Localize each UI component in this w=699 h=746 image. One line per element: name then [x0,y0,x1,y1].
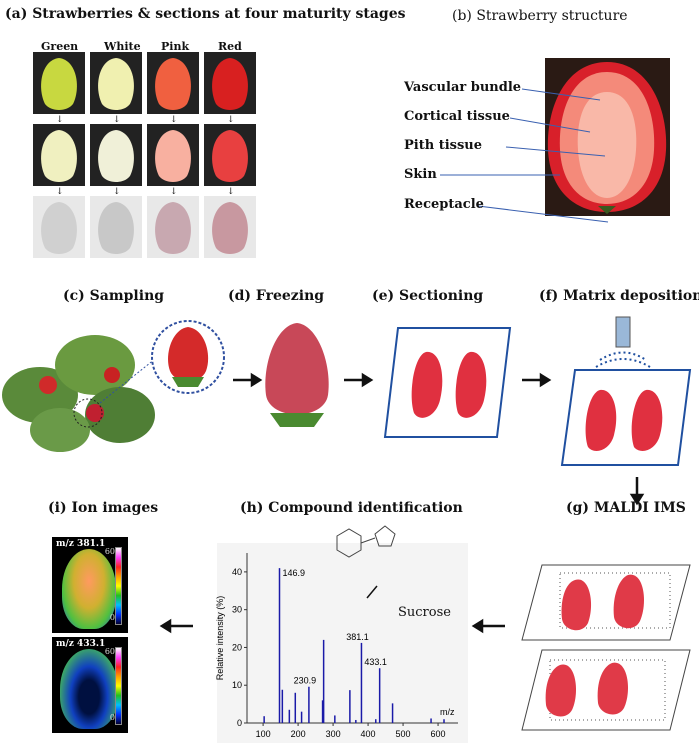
peak-label: 381.1 [346,632,369,642]
strawberry-plant-image [2,320,225,452]
panel-e-title: (e) Sectioning [372,288,484,304]
colorbar-max: 60 [104,647,115,656]
slide-sections-image [383,327,512,438]
stage-red: Red [218,40,242,53]
panel-f-title: (f) Matrix deposition [539,288,699,304]
label-vascular-bundle: Vascular bundle [404,80,522,95]
panel-b-title: (b) Strawberry structure [452,8,628,24]
panel-d-title: (d) Freezing [228,288,325,304]
x-tick-label: 500 [396,729,411,739]
panel-h-title: (h) Compound identification [240,500,463,516]
x-tick-label: 300 [326,729,341,739]
stage-green: Green [41,40,79,53]
y-tick-label: 20 [232,642,242,652]
sucrose-structure [336,525,396,558]
colorbar [115,647,122,725]
ion-image-433: m/z 433.1 60 0 [52,637,128,733]
svg-text:↓: ↓ [56,187,64,197]
mass-spectrum-chart: 100 200 300 400 500 600 0 10 20 30 40 Relative inte… [215,525,468,743]
arrow-icon [366,585,378,599]
x-tick-label: 100 [256,729,271,739]
arrows-left [159,618,505,634]
colorbar [115,547,122,625]
x-tick-label: 200 [291,729,306,739]
panel-c-title: (c) Sampling [63,288,165,304]
ion-label: m/z 381.1 [56,539,106,549]
strawberry-structure-image [440,58,670,223]
svg-text:↓: ↓ [56,115,64,125]
x-axis-label: m/z [440,707,455,717]
maldi-slides-image [521,564,691,731]
svg-text:↓: ↓ [113,187,121,197]
sprayer-icon [615,316,631,348]
ion-label: m/z 433.1 [56,639,106,649]
label-receptacle: Receptacle [404,197,484,212]
compound-name: Sucrose [398,605,451,620]
panel-i-title: (i) Ion images [48,500,159,516]
label-skin: Skin [404,167,437,182]
stage-white: White [104,40,141,53]
colorbar-min: 0 [109,613,115,622]
colorbar-max: 60 [104,547,115,556]
panel-a-title: (a) Strawberries & sections at four matu… [5,6,406,22]
peak-label: 146.9 [283,568,306,578]
label-cortical-tissue: Cortical tissue [404,109,510,124]
colorbar-min: 0 [109,713,115,722]
panel-g-title: (g) MALDI IMS [566,500,686,516]
svg-text:↓: ↓ [227,187,235,197]
workflow-illustrations [2,316,692,506]
ion-image-381: m/z 381.1 60 0 [52,537,128,633]
frozen-strawberry-image [265,323,329,415]
svg-text:↓: ↓ [113,115,121,125]
peak-label: 433.1 [364,657,387,667]
y-tick-label: 10 [232,680,242,690]
strawberry-grid-image: ↓ ↓ ↓ ↓ ↓ ↓ ↓ ↓ [33,52,256,258]
x-tick-label: 600 [431,729,446,739]
y-axis-label: Relative intensity (%) [215,596,225,681]
y-tick-label: 40 [232,567,242,577]
label-pith-tissue: Pith tissue [404,138,482,153]
peak-label: 230.9 [294,676,317,686]
x-tick-label: 400 [361,729,376,739]
svg-text:↓: ↓ [227,115,235,125]
stage-pink: Pink [161,40,190,53]
svg-text:↓: ↓ [170,115,178,125]
svg-text:↓: ↓ [170,187,178,197]
y-tick-label: 30 [232,605,242,615]
y-tick-label: 0 [237,718,242,728]
